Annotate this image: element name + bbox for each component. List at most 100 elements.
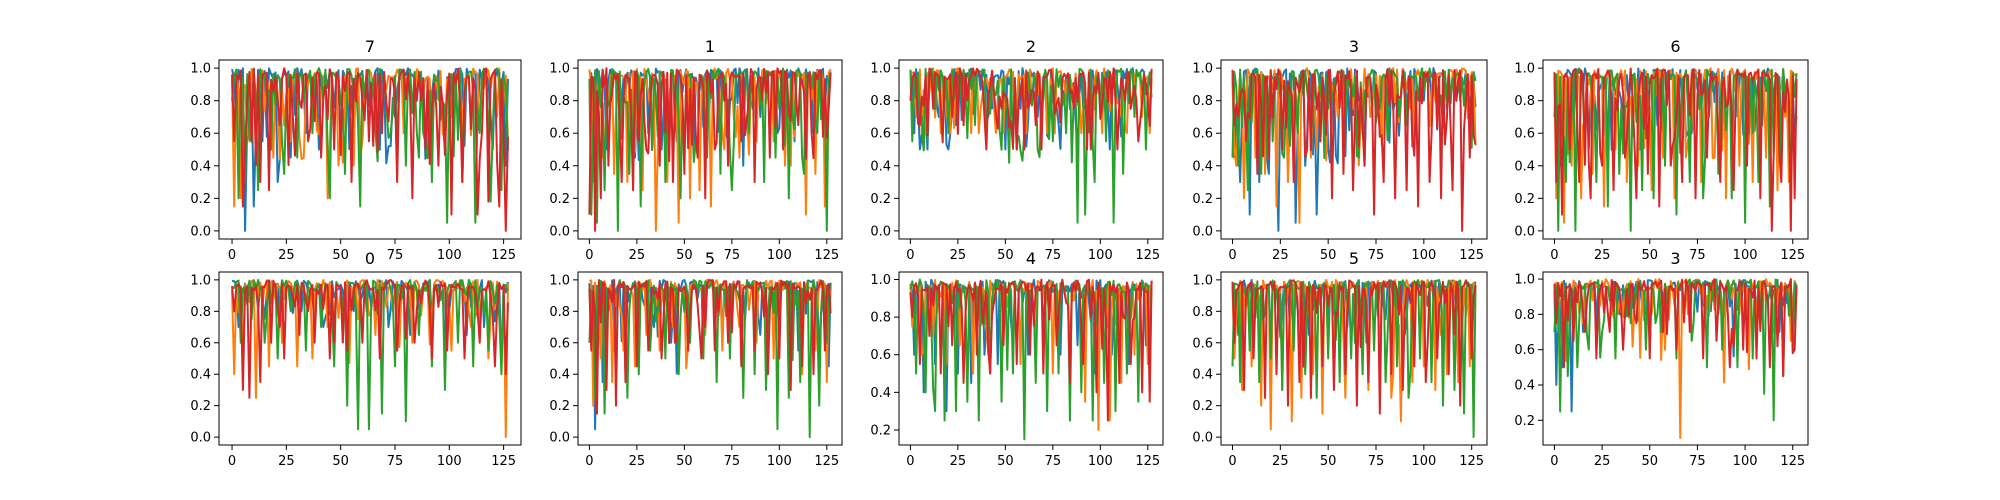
y-tick-label: 0.2 <box>1514 414 1535 429</box>
y-tick-label: 0.6 <box>870 348 891 363</box>
y-tick-label: 0.8 <box>190 305 211 320</box>
subplot-title: 0 <box>365 249 375 268</box>
x-tick-label: 100 <box>437 454 462 469</box>
x-tick-label: 25 <box>1272 248 1289 263</box>
x-tick-label: 0 <box>1550 248 1558 263</box>
y-tick-label: 0.0 <box>549 431 570 446</box>
y-tick-label: 0.6 <box>1192 336 1213 351</box>
x-tick-label: 75 <box>1689 454 1706 469</box>
y-tick-label: 0.0 <box>190 431 211 446</box>
x-tick-label: 75 <box>387 248 404 263</box>
y-tick-label: 0.6 <box>549 336 570 351</box>
x-tick-label: 0 <box>906 248 914 263</box>
y-tick-label: 0.8 <box>1192 94 1213 109</box>
y-tick-label: 1.0 <box>1192 273 1213 288</box>
y-tick-label: 1.0 <box>870 273 891 288</box>
y-tick-label: 0.0 <box>1514 224 1535 239</box>
y-tick-label: 1.0 <box>1514 273 1535 288</box>
subplot-5: 0 25 50 75 100 125 0.0 0.2 0.4 0.6 0.8 1.0 6 <box>1514 37 1809 263</box>
subplot-title: 5 <box>705 249 715 268</box>
x-tick-label: 25 <box>629 248 646 263</box>
y-tick-label: 0.4 <box>1192 159 1213 174</box>
series-line <box>231 67 509 232</box>
series-line <box>588 67 832 232</box>
subplot-title: 5 <box>1349 249 1359 268</box>
x-tick-label: 25 <box>950 454 967 469</box>
subplot-title: 6 <box>1670 37 1680 56</box>
x-tick-label: 100 <box>1411 248 1436 263</box>
y-tick-label: 0.2 <box>1514 192 1535 207</box>
subplot-3: 0 25 50 75 100 125 0.0 0.2 0.4 0.6 0.8 1.0 2 <box>870 37 1164 263</box>
x-tick-label: 100 <box>1411 454 1436 469</box>
series-line <box>588 278 832 415</box>
axes-frame <box>218 59 522 240</box>
x-tick-label: 50 <box>1641 454 1658 469</box>
y-tick-label: 0.0 <box>190 224 211 239</box>
y-tick-label: 0.4 <box>1514 378 1535 393</box>
subplot-title: 7 <box>365 37 375 56</box>
y-tick-label: 1.0 <box>549 62 570 77</box>
x-tick-label: 50 <box>332 248 349 263</box>
y-tick-label: 0.8 <box>1192 305 1213 320</box>
y-tick-label: 1.0 <box>1192 62 1213 77</box>
x-tick-label: 50 <box>676 454 693 469</box>
x-tick-label: 75 <box>724 454 741 469</box>
y-tick-label: 0.6 <box>1514 127 1535 142</box>
series-line <box>588 279 832 439</box>
series-line <box>231 278 509 399</box>
y-tick-label: 1.0 <box>870 62 891 77</box>
x-tick-label: 50 <box>676 248 693 263</box>
y-tick-label: 0.4 <box>549 368 570 383</box>
x-tick-label: 0 <box>1228 248 1236 263</box>
x-tick-label: 125 <box>814 454 839 469</box>
y-tick-label: 0.8 <box>870 311 891 326</box>
x-tick-label: 100 <box>1733 248 1758 263</box>
y-tick-label: 0.2 <box>1192 192 1213 207</box>
y-tick-label: 0.2 <box>190 192 211 207</box>
subplot-10: 0 25 50 75 100 125 0.2 0.4 0.6 0.8 1.0 3 <box>1514 249 1809 469</box>
y-tick-label: 0.4 <box>190 159 211 174</box>
y-tick-label: 0.0 <box>549 224 570 239</box>
x-tick-label: 0 <box>906 454 914 469</box>
subplot-title: 2 <box>1026 37 1036 56</box>
x-tick-label: 50 <box>1641 248 1658 263</box>
y-tick-label: 0.8 <box>190 94 211 109</box>
y-tick-label: 0.0 <box>1192 431 1213 446</box>
y-tick-label: 0.8 <box>549 305 570 320</box>
y-tick-label: 0.6 <box>190 336 211 351</box>
subplot-4: 0 25 50 75 100 125 0.0 0.2 0.4 0.6 0.8 1.0 3 <box>1192 37 1488 263</box>
axes-frame <box>577 271 843 446</box>
x-tick-label: 25 <box>1594 248 1611 263</box>
y-tick-label: 0.6 <box>549 127 570 142</box>
x-tick-label: 75 <box>1368 248 1385 263</box>
series-line <box>1231 279 1477 439</box>
series-line <box>1553 67 1798 232</box>
subplot-title: 1 <box>705 37 715 56</box>
axes-frame <box>218 271 522 446</box>
subplot-title: 3 <box>1670 249 1680 268</box>
series-line <box>231 278 509 431</box>
x-tick-label: 75 <box>1045 248 1062 263</box>
x-tick-label: 0 <box>585 454 593 469</box>
subplot-7: 0 25 50 75 100 125 0.0 0.2 0.4 0.6 0.8 1.0 5 <box>549 249 843 469</box>
subplot-1: 0 25 50 75 100 125 0.0 0.2 0.4 0.6 0.8 1.0 7 <box>190 37 522 263</box>
y-tick-label: 0.6 <box>1192 127 1213 142</box>
x-tick-label: 0 <box>1228 454 1236 469</box>
x-tick-label: 125 <box>491 454 516 469</box>
x-tick-label: 0 <box>228 248 236 263</box>
x-tick-label: 25 <box>950 248 967 263</box>
y-tick-label: 0.2 <box>549 192 570 207</box>
y-tick-label: 0.8 <box>549 94 570 109</box>
axes-frame <box>1542 271 1809 446</box>
x-tick-label: 125 <box>1135 454 1160 469</box>
x-tick-label: 125 <box>814 248 839 263</box>
x-tick-label: 50 <box>1320 248 1337 263</box>
x-tick-label: 100 <box>1733 454 1758 469</box>
axes-frame <box>898 271 1164 446</box>
x-tick-label: 75 <box>724 248 741 263</box>
y-tick-label: 0.4 <box>549 159 570 174</box>
axes-frame <box>577 59 843 240</box>
x-tick-label: 75 <box>1368 454 1385 469</box>
y-tick-label: 1.0 <box>1514 62 1535 77</box>
